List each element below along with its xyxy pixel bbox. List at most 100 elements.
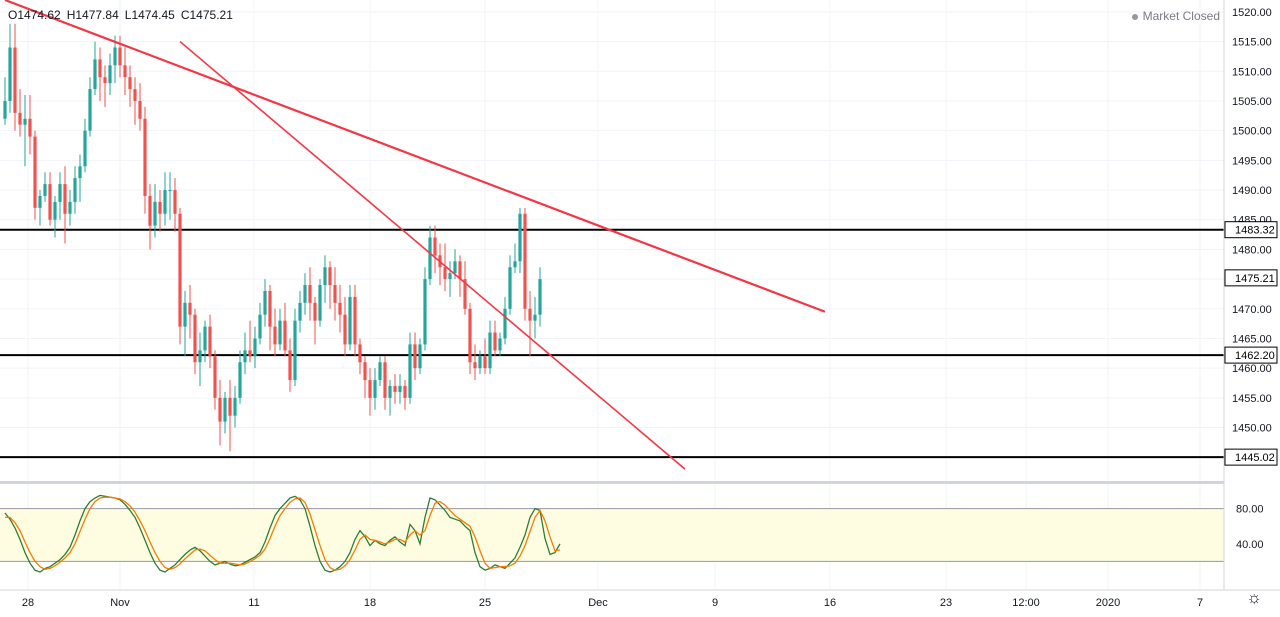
candle [123, 47, 127, 96]
candle-body [483, 356, 487, 369]
candle-body [13, 47, 17, 113]
candle-body [83, 130, 87, 167]
stochastic-band [0, 508, 1224, 562]
candle [503, 296, 507, 345]
candle-body [288, 350, 292, 381]
candle-body [243, 350, 247, 363]
candle [178, 207, 182, 345]
price-label-text: 1483.32 [1235, 225, 1275, 237]
time-tick-label: Nov [110, 597, 130, 609]
candle-body [168, 190, 172, 192]
candle [98, 47, 102, 101]
candle-body [28, 118, 32, 137]
ohlc-high: H1477.84 [66, 8, 119, 22]
time-tick-label: Dec [588, 597, 608, 609]
stoch-tick-label: 80.00 [1236, 504, 1264, 516]
time-tick-label: 12:00 [1012, 597, 1040, 609]
candle [8, 23, 12, 113]
candle [443, 243, 447, 291]
candle [483, 338, 487, 375]
candle-body [283, 320, 287, 351]
candle-body [268, 290, 272, 327]
candle-body [173, 190, 177, 214]
candle [308, 267, 312, 321]
candle [43, 172, 47, 202]
trendlines[interactable] [4, 0, 826, 470]
candle [378, 356, 382, 386]
candle [463, 261, 467, 315]
candle-body [93, 59, 97, 90]
candle [298, 290, 302, 333]
price-tick-label: 1450.00 [1232, 423, 1272, 435]
trendline-1[interactable] [179, 40, 686, 470]
time-tick-label: 2020 [1096, 597, 1120, 609]
candle [83, 118, 87, 173]
time-tick-label: 23 [940, 597, 952, 609]
candle [33, 130, 37, 220]
candle-body [213, 356, 217, 398]
candle-body [228, 397, 232, 416]
price-tick-label: 1470.00 [1232, 304, 1272, 316]
candle-body [488, 332, 492, 369]
price-label: 1483.32 [1224, 221, 1278, 239]
candle-body [528, 308, 532, 321]
candle [408, 332, 412, 404]
candle-body [463, 279, 467, 309]
price-tick-label: 1460.00 [1232, 363, 1272, 375]
candle-body [163, 190, 167, 214]
candle-body [323, 267, 327, 286]
candle [193, 308, 197, 375]
candle [313, 296, 317, 345]
gear-icon[interactable]: ☼ [1246, 588, 1262, 607]
candle [353, 285, 357, 357]
candle-body [468, 308, 472, 363]
trendline-0[interactable] [4, 0, 826, 313]
candle [163, 172, 167, 226]
price-label-text: 1475.21 [1235, 273, 1275, 285]
candle [533, 296, 537, 339]
price-tick-label: 1520.00 [1232, 7, 1272, 19]
candle [433, 225, 437, 274]
candle [278, 308, 282, 351]
candle-body [263, 290, 267, 315]
candle-body [448, 273, 452, 280]
candle-body [143, 118, 147, 196]
candle [53, 195, 57, 238]
price-label: 1462.20 [1224, 346, 1278, 364]
candle-body [413, 344, 417, 369]
candle-body [343, 314, 347, 345]
time-tick-label: 16 [824, 597, 836, 609]
candle [268, 285, 272, 351]
candle-body [153, 201, 157, 226]
price-label-box [1224, 269, 1278, 287]
price-tick-label: 1465.00 [1232, 333, 1272, 345]
candle-body [408, 344, 412, 398]
price-tick-label: 1500.00 [1232, 126, 1272, 138]
candle-body [118, 47, 122, 66]
candle [418, 338, 422, 375]
candle-body [8, 47, 12, 101]
candle-body [298, 302, 302, 321]
candle-body [423, 279, 427, 345]
candle-body [223, 397, 227, 422]
candle [458, 255, 462, 297]
candle-body [198, 350, 202, 363]
candle-body [148, 195, 152, 226]
candles [3, 23, 542, 452]
candle-body [68, 201, 72, 214]
candle [228, 380, 232, 452]
candle-body [478, 356, 482, 369]
candle-body [433, 237, 437, 256]
candle-body [373, 380, 377, 398]
candle-body [538, 279, 542, 315]
candle [28, 95, 32, 155]
price-tick-label: 1490.00 [1232, 185, 1272, 197]
stoch-tick-label: 40.00 [1236, 539, 1264, 551]
candle-body [508, 267, 512, 309]
candle-body [78, 166, 82, 179]
candle-body [348, 296, 352, 345]
candle [133, 77, 137, 125]
candle-body [273, 326, 277, 345]
